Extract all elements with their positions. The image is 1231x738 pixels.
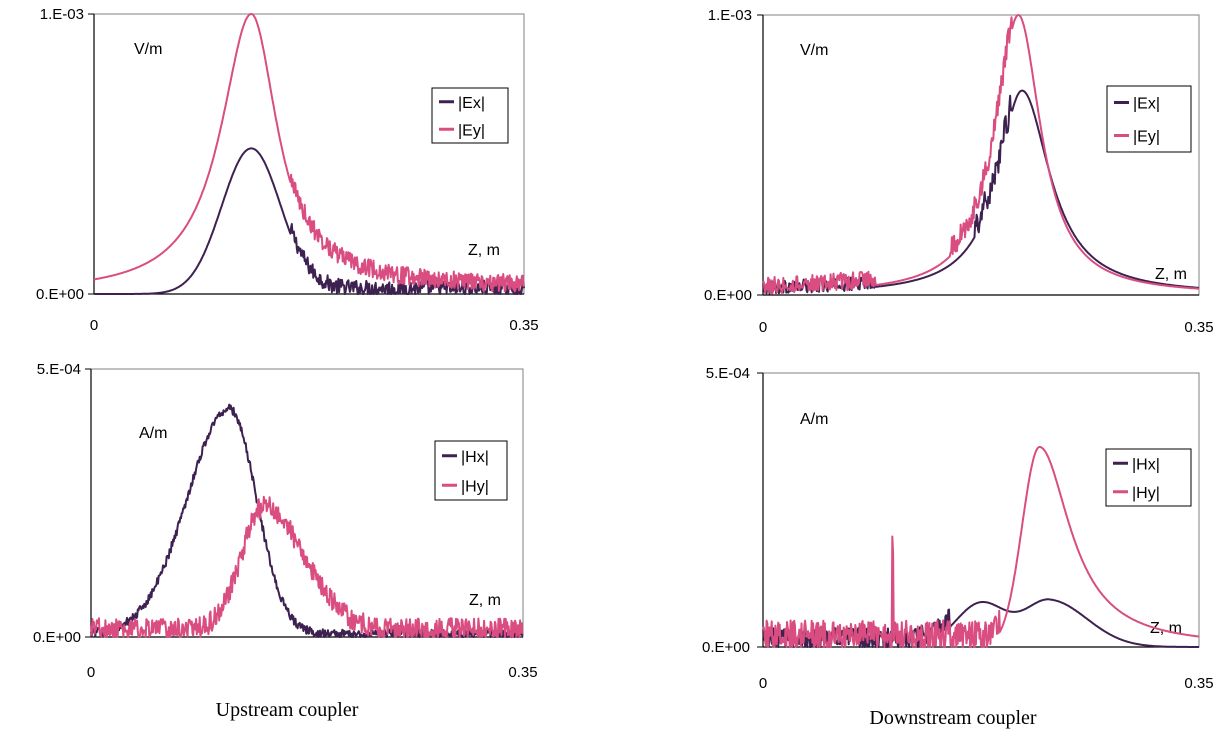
legend: |Ex| |Ey| [431, 87, 509, 144]
axis-annotation: Z, m [469, 592, 501, 609]
caption-left: Upstream coupler [216, 699, 359, 721]
y-tick-label: 0.E+00 [704, 287, 752, 304]
chart-upstream-h: 0.E+00 5.E-04 0 0.35 A/m Z, m |Hx| |Hy| [33, 361, 538, 681]
legend-entry: |Ey| [458, 122, 485, 139]
axis-annotation: Z, m [1155, 266, 1187, 283]
legend-entry: |Hx| [461, 449, 489, 466]
chart-downstream-e: 0.E+00 1.E-03 0 0.35 V/m Z, m |Ex| |Ey| [704, 7, 1214, 336]
series-line-hy [90, 495, 524, 638]
x-tick-label: 0.35 [1184, 319, 1213, 336]
series-line-hy [762, 446, 1200, 648]
legend-entry: |Hy| [461, 478, 489, 495]
x-tick-label: 0 [759, 319, 767, 336]
unit-label: A/m [800, 411, 828, 428]
x-tick-label: 0.35 [508, 664, 537, 681]
plot-frame [90, 368, 524, 638]
unit-label: V/m [800, 42, 828, 59]
x-tick-label: 0.35 [509, 317, 538, 334]
caption-right: Downstream coupler [869, 707, 1037, 729]
x-tick-label: 0 [90, 317, 98, 334]
y-tick-label: 0.E+00 [36, 286, 84, 303]
legend-entry: |Ex| [458, 95, 485, 112]
legend-box [431, 87, 509, 144]
series-line-ey [93, 13, 525, 293]
y-tick-label: 5.E-04 [37, 361, 81, 378]
legend-entry: |Hx| [1132, 456, 1160, 473]
x-tick-label: 0 [87, 664, 95, 681]
y-tick-label: 1.E-03 [708, 7, 752, 24]
legend-box [1106, 85, 1192, 153]
chart-downstream-h: 0.E+005.E-040 0.35A/mZ, m|Hx||Hy| [702, 365, 1214, 692]
legend-box [1105, 448, 1192, 507]
y-tick-label: 0.E+00 [702, 639, 750, 656]
x-tick-label: 0 [759, 675, 767, 692]
legend-box [434, 440, 508, 501]
y-tick-label: 5.E-04 [706, 365, 750, 382]
x-tick-label: 0.35 [1184, 675, 1213, 692]
legend: |Hx| |Hy| [434, 440, 508, 501]
legend-entry: |Ex| [1133, 96, 1160, 113]
y-tick-label: 0.E+00 [33, 629, 81, 646]
unit-label: A/m [139, 425, 167, 442]
legend: |Hx| |Hy| [1105, 448, 1192, 507]
legend-entry: |Ey| [1133, 129, 1160, 146]
unit-label: V/m [134, 41, 162, 58]
chart-upstream-e: 0.E+00 1.E-03 0 0.35 V/m Z, m |Ex| |Ey| [36, 6, 539, 334]
legend: |Ex| |Ey| [1106, 85, 1192, 153]
axis-annotation: Z, m [468, 242, 500, 259]
series-line-hx [90, 403, 524, 638]
series-line-ey [762, 14, 1200, 295]
legend-entry: |Hy| [1132, 485, 1160, 502]
y-tick-label: 1.E-03 [40, 6, 84, 23]
